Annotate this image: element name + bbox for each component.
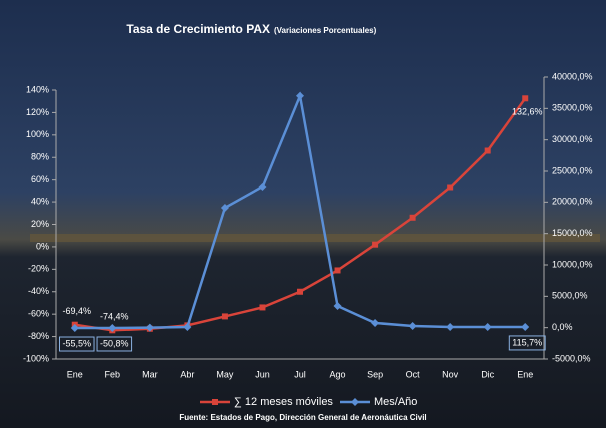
point	[258, 182, 267, 191]
y-tick-label: -80%	[28, 331, 49, 341]
point	[221, 313, 228, 320]
point	[70, 324, 79, 333]
y2-tick-label: -5000,0%	[552, 353, 591, 363]
y-tick-label: 140%	[26, 84, 49, 94]
point	[259, 304, 266, 311]
value-label-box	[96, 336, 133, 352]
point	[296, 91, 304, 100]
y-tick-label: 40%	[31, 196, 49, 206]
source-note: Fuente: Estados de Pago, Dirección Gener…	[179, 413, 426, 422]
x-tick-label: Dic	[481, 369, 494, 379]
value-label: -55,5%	[63, 338, 92, 348]
x-tick-label: Sep	[367, 369, 383, 379]
point	[108, 323, 117, 332]
value-label-box	[508, 335, 546, 351]
x-tick-label: Ene	[67, 369, 83, 379]
y2-tick-label: 15000,0%	[552, 228, 593, 238]
point	[521, 322, 530, 331]
y-tick-label: 120%	[26, 107, 49, 117]
y-tick-label: -40%	[28, 286, 49, 296]
point	[334, 267, 341, 274]
y-tick-label: 0%	[36, 241, 49, 251]
x-tick-label: Jul	[294, 369, 306, 379]
x-tick-label: May	[216, 369, 234, 379]
x-tick-label: Feb	[105, 369, 121, 379]
x-tick-label: Mar	[142, 369, 158, 379]
y-tick-label: 20%	[31, 219, 49, 229]
point	[220, 203, 229, 212]
y2-tick-label: 0,0%	[552, 322, 573, 332]
point	[183, 323, 192, 332]
point	[372, 241, 379, 248]
x-tick-label: Nov	[442, 369, 459, 379]
x-tick-label: Ago	[330, 369, 346, 379]
chart-title: Tasa de Crecimiento PAX	[126, 22, 270, 36]
legend-marker	[212, 399, 218, 405]
legend-label: Mes/Año	[374, 396, 417, 408]
chart-subtitle: (Variaciones Porcentuales)	[274, 26, 377, 35]
y2-tick-label: 35000,0%	[552, 103, 593, 113]
point	[522, 95, 529, 102]
value-label: -69,4%	[63, 306, 92, 316]
point	[483, 323, 492, 332]
value-label: 115,7%	[512, 337, 542, 347]
x-tick-label: Ene	[517, 369, 533, 379]
value-label: -50,8%	[100, 338, 129, 348]
point	[333, 302, 342, 311]
x-tick-label: Oct	[406, 369, 421, 379]
y2-tick-label: 10000,0%	[552, 259, 593, 269]
point	[408, 321, 417, 330]
y-tick-label: 60%	[31, 174, 49, 184]
y2-tick-label: 40000,0%	[552, 71, 593, 81]
point	[371, 318, 380, 327]
y-tick-label: -60%	[28, 309, 49, 319]
value-label: -74,4%	[100, 312, 129, 322]
y2-tick-label: 25000,0%	[552, 165, 593, 175]
point	[297, 288, 303, 295]
value-label-box	[59, 336, 95, 352]
x-tick-label: Abr	[180, 369, 194, 379]
horizon-lights	[30, 234, 600, 242]
y2-tick-label: 20000,0%	[552, 197, 593, 207]
legend-label: ∑ 12 meses móviles	[234, 396, 333, 408]
point	[446, 322, 455, 331]
y2-tick-label: 30000,0%	[552, 134, 593, 144]
y-tick-label: -20%	[28, 264, 49, 274]
point	[409, 214, 416, 221]
point	[484, 147, 491, 154]
y-tick-label: 100%	[26, 129, 49, 139]
point	[447, 184, 454, 191]
y-tick-label: 80%	[31, 152, 49, 162]
y2-tick-label: 5000,0%	[552, 291, 588, 301]
x-tick-label: Jun	[255, 369, 270, 379]
y-tick-label: -100%	[23, 353, 49, 363]
point	[145, 323, 154, 332]
legend-marker	[351, 398, 359, 406]
value-label: 132,6%	[512, 107, 543, 117]
